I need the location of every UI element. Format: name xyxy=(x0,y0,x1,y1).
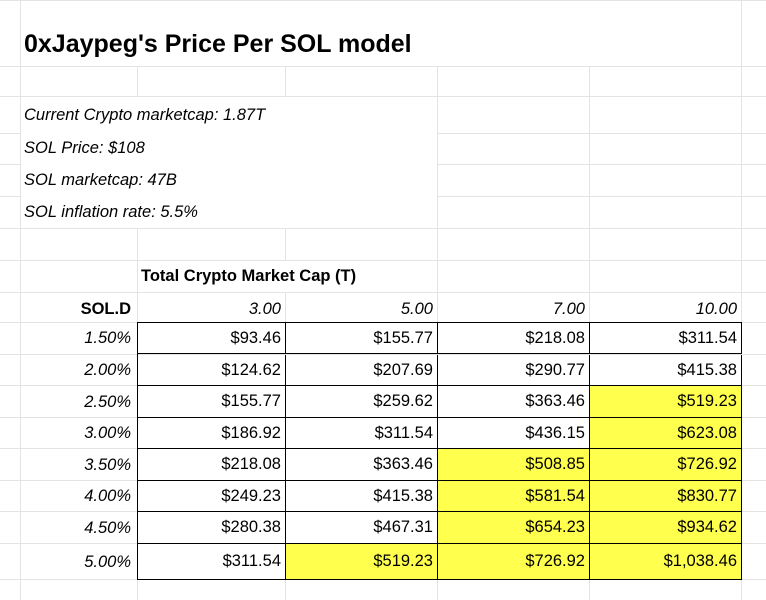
table-cell[interactable]: $155.77 xyxy=(286,323,438,354)
row-label: 3.50% xyxy=(84,456,131,474)
info-market-cap: Current Crypto marketcap: 1.87T xyxy=(24,106,266,124)
table-top-border xyxy=(137,322,742,323)
table-cell[interactable]: $311.54 xyxy=(286,418,438,449)
table-cell[interactable]: $623.08 xyxy=(590,418,742,449)
grid-row-line xyxy=(0,66,766,67)
grid-row-line xyxy=(0,260,766,261)
table-cell[interactable]: $249.23 xyxy=(138,481,286,512)
table-cell[interactable]: $311.54 xyxy=(138,544,286,580)
grid-col-line xyxy=(589,0,590,600)
grid-row-line xyxy=(0,292,766,293)
grid-col-line xyxy=(285,0,286,600)
table-cell[interactable]: $363.46 xyxy=(286,449,438,481)
table-cell[interactable]: $726.92 xyxy=(438,544,590,580)
table-cell[interactable]: $280.38 xyxy=(138,512,286,544)
column-header: 7.00 xyxy=(552,300,585,318)
merged-info-cell xyxy=(21,97,437,228)
row-label: 2.00% xyxy=(84,361,131,379)
row-label: 5.00% xyxy=(84,553,131,571)
table-cell[interactable]: $467.31 xyxy=(286,512,438,544)
info-inflation-rate: SOL inflation rate: 5.5% xyxy=(24,203,198,221)
table-cell[interactable]: $581.54 xyxy=(438,481,590,512)
row-label: 1.50% xyxy=(84,329,131,347)
grid-col-line xyxy=(437,0,438,600)
row-label: 3.00% xyxy=(84,424,131,442)
table-cell[interactable]: $436.15 xyxy=(438,418,590,449)
table-cell[interactable]: $508.85 xyxy=(438,449,590,481)
row-label: 2.50% xyxy=(84,393,131,411)
table-group-header: Total Crypto Market Cap (T) xyxy=(141,267,357,285)
table-cell[interactable]: $934.62 xyxy=(590,512,742,544)
table-cell[interactable]: $259.62 xyxy=(286,386,438,418)
table-cell[interactable]: $519.23 xyxy=(590,386,742,418)
table-cell[interactable]: $415.38 xyxy=(286,481,438,512)
info-sol-market-cap: SOL marketcap: 47B xyxy=(24,171,177,189)
page-title: 0xJaypeg's Price Per SOL model xyxy=(24,30,412,58)
row-header-sol-d: SOL.D xyxy=(80,300,131,318)
merged-title-cell xyxy=(21,1,595,66)
grid-col-line xyxy=(741,0,742,600)
table-cell[interactable]: $1,038.46 xyxy=(590,544,742,580)
table-cell[interactable]: $311.54 xyxy=(590,323,742,354)
grid-row-line xyxy=(0,0,766,1)
table-cell[interactable]: $363.46 xyxy=(438,386,590,418)
row-label: 4.00% xyxy=(84,487,131,505)
column-header: 3.00 xyxy=(248,300,281,318)
table-cell[interactable]: $290.77 xyxy=(438,355,590,386)
table-cell[interactable]: $155.77 xyxy=(138,386,286,418)
info-sol-price: SOL Price: $108 xyxy=(24,139,145,157)
table-cell[interactable]: $124.62 xyxy=(138,355,286,386)
row-label: 4.50% xyxy=(84,519,131,537)
table-cell[interactable]: $218.08 xyxy=(438,323,590,354)
table-cell[interactable]: $415.38 xyxy=(590,355,742,386)
table-left-border xyxy=(137,322,138,580)
grid-col-line xyxy=(20,0,21,600)
grid-row-line xyxy=(0,228,766,229)
table-cell[interactable]: $519.23 xyxy=(286,544,438,580)
table-cell[interactable]: $830.77 xyxy=(590,481,742,512)
grid-row-line xyxy=(0,354,766,355)
column-header: 5.00 xyxy=(400,300,433,318)
grid-col-line xyxy=(137,0,138,600)
table-cell[interactable]: $186.92 xyxy=(138,418,286,449)
table-cell[interactable]: $654.23 xyxy=(438,512,590,544)
table-cell[interactable]: $218.08 xyxy=(138,449,286,481)
table-cell[interactable]: $93.46 xyxy=(138,323,286,354)
grid-row-line xyxy=(0,96,766,97)
table-cell[interactable]: $207.69 xyxy=(286,355,438,386)
column-header: 10.00 xyxy=(695,300,737,318)
table-cell[interactable]: $726.92 xyxy=(590,449,742,481)
merged-header-cell xyxy=(138,261,437,292)
